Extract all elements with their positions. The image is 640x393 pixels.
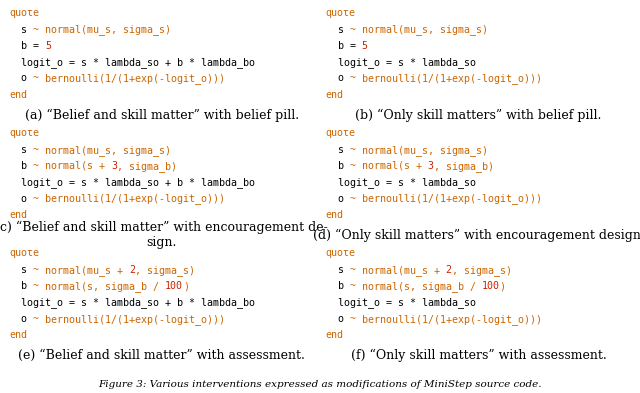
Text: bernoulli(1/(1+exp(-logit_o))): bernoulli(1/(1+exp(-logit_o))) [362, 73, 541, 84]
Text: quote: quote [326, 129, 356, 138]
Text: 5: 5 [45, 41, 51, 51]
Text: ): ) [500, 281, 506, 291]
Text: ~: ~ [349, 73, 362, 83]
Text: ~: ~ [33, 281, 45, 291]
Text: ~: ~ [349, 24, 362, 35]
Text: , sigma_s): , sigma_s) [135, 265, 195, 275]
Text: ~: ~ [349, 161, 362, 171]
Text: 3: 3 [428, 161, 434, 171]
Text: normal(mu_s +: normal(mu_s + [362, 265, 445, 275]
Text: s: s [9, 145, 33, 155]
Text: quote: quote [9, 8, 39, 18]
Text: normal(s +: normal(s + [362, 161, 428, 171]
Text: end: end [9, 330, 27, 340]
Text: logit_o = s * lambda_so + b * lambda_bo: logit_o = s * lambda_so + b * lambda_bo [9, 57, 255, 68]
Text: s: s [326, 145, 349, 155]
Text: b: b [9, 281, 33, 291]
Text: bernoulli(1/(1+exp(-logit_o))): bernoulli(1/(1+exp(-logit_o))) [45, 193, 225, 204]
Text: logit_o = s * lambda_so + b * lambda_bo: logit_o = s * lambda_so + b * lambda_bo [9, 298, 255, 308]
Text: ~: ~ [349, 281, 362, 291]
Text: b: b [326, 281, 349, 291]
Text: ~: ~ [349, 265, 362, 275]
Text: normal(s +: normal(s + [45, 161, 111, 171]
Text: end: end [9, 210, 27, 220]
Text: ~: ~ [33, 73, 45, 83]
Text: =: = [33, 41, 45, 51]
Text: (f) “Only skill matters” with assessment.: (f) “Only skill matters” with assessment… [351, 349, 606, 362]
Text: ~: ~ [349, 145, 362, 155]
Text: bernoulli(1/(1+exp(-logit_o))): bernoulli(1/(1+exp(-logit_o))) [45, 73, 225, 84]
Text: normal(s, sigma_b /: normal(s, sigma_b / [362, 281, 482, 292]
Text: (a) “Belief and skill matter” with belief pill.: (a) “Belief and skill matter” with belie… [24, 108, 299, 122]
Text: normal(mu_s, sigma_s): normal(mu_s, sigma_s) [362, 24, 488, 35]
Text: 5: 5 [362, 41, 368, 51]
Text: normal(mu_s, sigma_s): normal(mu_s, sigma_s) [362, 145, 488, 156]
Text: normal(mu_s, sigma_s): normal(mu_s, sigma_s) [45, 145, 171, 156]
Text: normal(s, sigma_b /: normal(s, sigma_b / [45, 281, 165, 292]
Text: end: end [326, 330, 344, 340]
Text: ~: ~ [33, 193, 45, 204]
Text: logit_o = s * lambda_so: logit_o = s * lambda_so [326, 57, 476, 68]
Text: bernoulli(1/(1+exp(-logit_o))): bernoulli(1/(1+exp(-logit_o))) [362, 314, 541, 325]
Text: ~: ~ [33, 161, 45, 171]
Text: s: s [9, 265, 33, 275]
Text: o: o [326, 73, 349, 83]
Text: b: b [9, 161, 33, 171]
Text: s: s [9, 24, 33, 35]
Text: ~: ~ [349, 314, 362, 324]
Text: 100: 100 [165, 281, 183, 291]
Text: o: o [326, 314, 349, 324]
Text: ~: ~ [33, 314, 45, 324]
Text: ~: ~ [33, 145, 45, 155]
Text: o: o [9, 314, 33, 324]
Text: bernoulli(1/(1+exp(-logit_o))): bernoulli(1/(1+exp(-logit_o))) [362, 193, 541, 204]
Text: (b) “Only skill matters” with belief pill.: (b) “Only skill matters” with belief pil… [355, 108, 602, 122]
Text: 3: 3 [111, 161, 117, 171]
Text: end: end [326, 210, 344, 220]
Text: logit_o = s * lambda_so: logit_o = s * lambda_so [326, 177, 476, 188]
Text: b: b [326, 161, 349, 171]
Text: ~: ~ [349, 193, 362, 204]
Text: ~: ~ [33, 24, 45, 35]
Text: (d) “Only skill matters” with encouragement design.: (d) “Only skill matters” with encouragem… [312, 229, 640, 242]
Text: quote: quote [326, 248, 356, 259]
Text: o: o [9, 193, 33, 204]
Text: o: o [326, 193, 349, 204]
Text: logit_o = s * lambda_so: logit_o = s * lambda_so [326, 298, 476, 308]
Text: end: end [326, 90, 344, 100]
Text: 2: 2 [445, 265, 452, 275]
Text: s: s [326, 24, 349, 35]
Text: (e) “Belief and skill matter” with assessment.: (e) “Belief and skill matter” with asses… [18, 349, 305, 362]
Text: b: b [9, 41, 33, 51]
Text: (c) “Belief and skill matter” with encouragement de-
sign.: (c) “Belief and skill matter” with encou… [0, 221, 328, 249]
Text: o: o [9, 73, 33, 83]
Text: s: s [326, 265, 349, 275]
Text: , sigma_b): , sigma_b) [117, 161, 177, 172]
Text: logit_o = s * lambda_so + b * lambda_bo: logit_o = s * lambda_so + b * lambda_bo [9, 177, 255, 188]
Text: quote: quote [326, 8, 356, 18]
Text: bernoulli(1/(1+exp(-logit_o))): bernoulli(1/(1+exp(-logit_o))) [45, 314, 225, 325]
Text: Figure 3: Various interventions expressed as modifications of MiniStep source co: Figure 3: Various interventions expresse… [99, 380, 541, 389]
Text: ): ) [183, 281, 189, 291]
Text: quote: quote [9, 248, 39, 259]
Text: quote: quote [9, 129, 39, 138]
Text: , sigma_s): , sigma_s) [452, 265, 512, 275]
Text: , sigma_b): , sigma_b) [434, 161, 493, 172]
Text: ~: ~ [33, 265, 45, 275]
Text: normal(mu_s +: normal(mu_s + [45, 265, 129, 275]
Text: 100: 100 [482, 281, 500, 291]
Text: b: b [326, 41, 349, 51]
Text: =: = [349, 41, 362, 51]
Text: end: end [9, 90, 27, 100]
Text: 2: 2 [129, 265, 135, 275]
Text: normal(mu_s, sigma_s): normal(mu_s, sigma_s) [45, 24, 171, 35]
